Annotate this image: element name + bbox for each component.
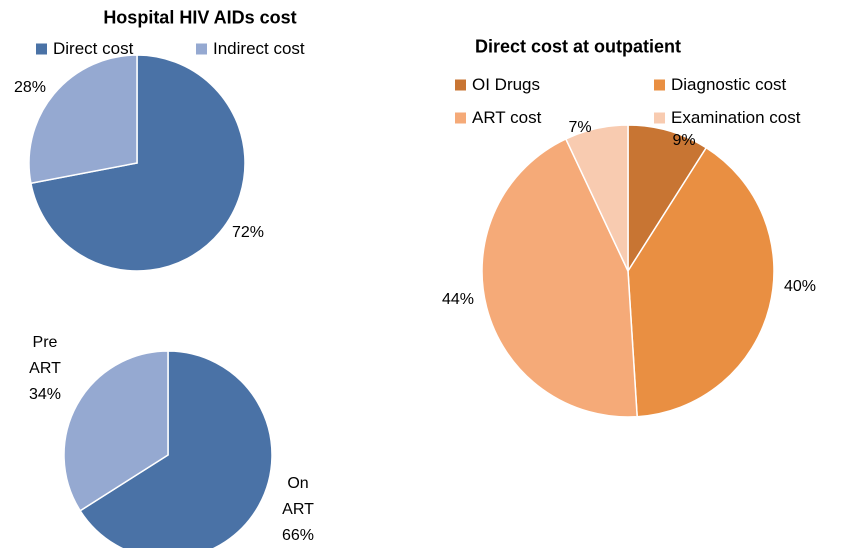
category-label: On ART [282,475,314,518]
pie-slice [30,54,246,272]
pie-slice [564,124,629,272]
value-label: 7% [568,119,592,136]
legend-label: ART cost [472,108,542,127]
legend-swatch [36,43,47,55]
chart-title: Direct cost at outpatient [474,36,682,57]
pie-slice [79,350,273,548]
legend-label: Examination cost [671,108,801,127]
legend-swatch [196,43,207,55]
value-label: 72% [231,224,265,241]
pie-slice [627,124,708,274]
value-label: 9% [672,132,696,149]
legend-label: OI Drugs [472,75,541,94]
legend-label: Diagnostic cost [671,75,787,94]
legend-swatch [455,79,466,91]
legend-label: Direct cost [53,39,134,58]
legend-label: Indirect cost [213,39,305,58]
legend-swatch [654,79,665,91]
pie-slice [63,350,169,512]
value-label: 40% [783,278,817,295]
value-label: 66% [281,527,315,544]
category-label: Pre ART [29,334,61,377]
value-label: 44% [441,291,475,308]
legend-swatch [455,112,466,124]
value-label: 34% [28,386,62,403]
pie-slice [28,54,138,185]
pie-slice [627,146,775,418]
chart-title: Hospital HIV AIDs cost [103,7,297,28]
data-label: Pre ART 34% [25,330,65,408]
value-label: 28% [13,79,47,96]
legend-swatch [654,112,665,124]
data-label: On ART 66% [278,471,318,549]
